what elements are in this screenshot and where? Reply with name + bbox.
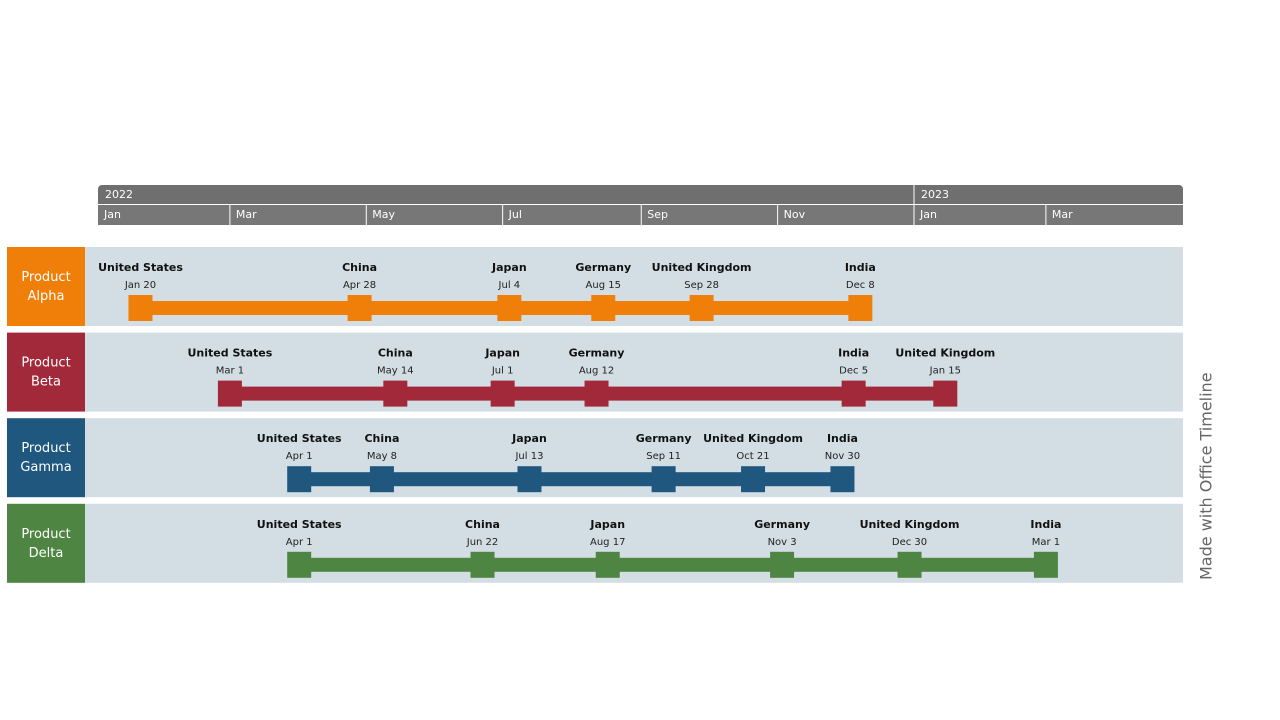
milestone <box>383 380 408 407</box>
duration-bar <box>299 557 1046 572</box>
milestone <box>584 380 609 407</box>
milestone-date: Aug 12 <box>579 366 614 377</box>
month-label: May <box>372 208 395 221</box>
milestone-label: Japan <box>484 347 520 360</box>
milestone <box>369 466 394 493</box>
milestone-date: Mar 1 <box>216 366 244 377</box>
milestone-label: Germany <box>569 347 625 360</box>
milestone-date: Dec 30 <box>892 537 927 548</box>
milestone-date: Mar 1 <box>1032 537 1060 548</box>
milestone <box>470 551 495 578</box>
row-label-box <box>7 418 85 498</box>
milestone-date: Sep 11 <box>646 451 681 462</box>
milestone-label: United States <box>187 347 272 360</box>
milestone <box>217 380 242 407</box>
milestone <box>128 295 153 321</box>
milestone <box>897 551 922 578</box>
milestone-date: Jan 20 <box>124 280 156 291</box>
milestone-label: United States <box>257 432 342 445</box>
milestone-label: Germany <box>636 432 692 445</box>
month-label: Jan <box>919 208 937 221</box>
month-label: Mar <box>236 208 257 221</box>
milestone-date: Jul 13 <box>514 451 543 462</box>
milestone-label: United Kingdom <box>703 432 803 445</box>
milestone <box>595 551 620 578</box>
milestone <box>848 295 873 321</box>
milestone <box>287 466 312 493</box>
month-label: Jan <box>103 208 121 221</box>
month-label: Sep <box>647 208 668 221</box>
month-label: Mar <box>1052 208 1073 221</box>
row-label: Product Gamma <box>20 441 71 475</box>
duration-bar <box>299 472 843 487</box>
milestone-label: China <box>378 347 413 360</box>
month-label: Nov <box>784 208 806 221</box>
milestone-label: Japan <box>511 432 547 445</box>
milestone-label: United Kingdom <box>895 347 995 360</box>
milestone-label: India <box>845 261 876 274</box>
year-label: 2022 <box>105 188 133 201</box>
row-label: Product Delta <box>21 526 70 560</box>
row-label-box <box>7 503 85 583</box>
milestone <box>689 295 714 321</box>
year-bar <box>98 185 1183 204</box>
milestone-date: Nov 3 <box>768 537 797 548</box>
milestone-date: Jul 4 <box>498 280 521 291</box>
milestone-label: Germany <box>575 261 631 274</box>
milestone-date: Oct 21 <box>736 451 769 462</box>
row-label-box <box>7 332 85 412</box>
milestone <box>347 295 372 321</box>
milestone-label: China <box>342 261 377 274</box>
row-label: Product Alpha <box>21 270 70 304</box>
milestone-label: Japan <box>589 518 625 531</box>
month-bar <box>98 205 1183 225</box>
milestone <box>933 380 958 407</box>
milestone-date: Apr 28 <box>343 280 376 291</box>
milestone-date: May 14 <box>377 366 414 377</box>
milestone-label: India <box>838 347 869 360</box>
milestone <box>830 466 855 493</box>
month-label: Jul <box>508 208 522 221</box>
milestone-date: May 8 <box>367 451 397 462</box>
milestone-date: Dec 8 <box>846 280 875 291</box>
milestone <box>741 466 766 493</box>
milestone <box>490 380 515 407</box>
milestone <box>770 551 795 578</box>
milestone-label: Germany <box>754 518 810 531</box>
milestone <box>1033 551 1058 578</box>
milestone-label: United States <box>98 261 183 274</box>
milestone <box>287 551 312 578</box>
milestone-label: China <box>465 518 500 531</box>
milestone-date: Jun 22 <box>466 537 499 548</box>
row-label: Product Beta <box>21 355 70 389</box>
milestone <box>497 295 522 321</box>
milestone-date: Aug 15 <box>586 280 621 291</box>
milestone <box>651 466 676 493</box>
milestone-date: Aug 17 <box>590 537 625 548</box>
milestone-label: Japan <box>491 261 527 274</box>
milestone-label: United Kingdom <box>860 518 960 531</box>
milestone <box>591 295 616 321</box>
year-label: 2023 <box>921 188 949 201</box>
milestone-date: Jul 1 <box>491 366 514 377</box>
milestone <box>517 466 542 493</box>
milestone <box>841 380 866 407</box>
row-label-box <box>7 247 85 326</box>
milestone-date: Apr 1 <box>286 451 313 462</box>
milestone-date: Sep 28 <box>684 280 719 291</box>
milestone-date: Nov 30 <box>825 451 860 462</box>
milestone-date: Apr 1 <box>286 537 313 548</box>
milestone-label: India <box>827 432 858 445</box>
milestone-label: India <box>1030 518 1061 531</box>
milestone-date: Dec 5 <box>839 366 868 377</box>
milestone-label: United States <box>257 518 342 531</box>
watermark: Made with Office Timeline <box>1197 372 1216 580</box>
milestone-date: Jan 15 <box>929 366 961 377</box>
milestone-label: United Kingdom <box>652 261 752 274</box>
milestone-label: China <box>364 432 399 445</box>
